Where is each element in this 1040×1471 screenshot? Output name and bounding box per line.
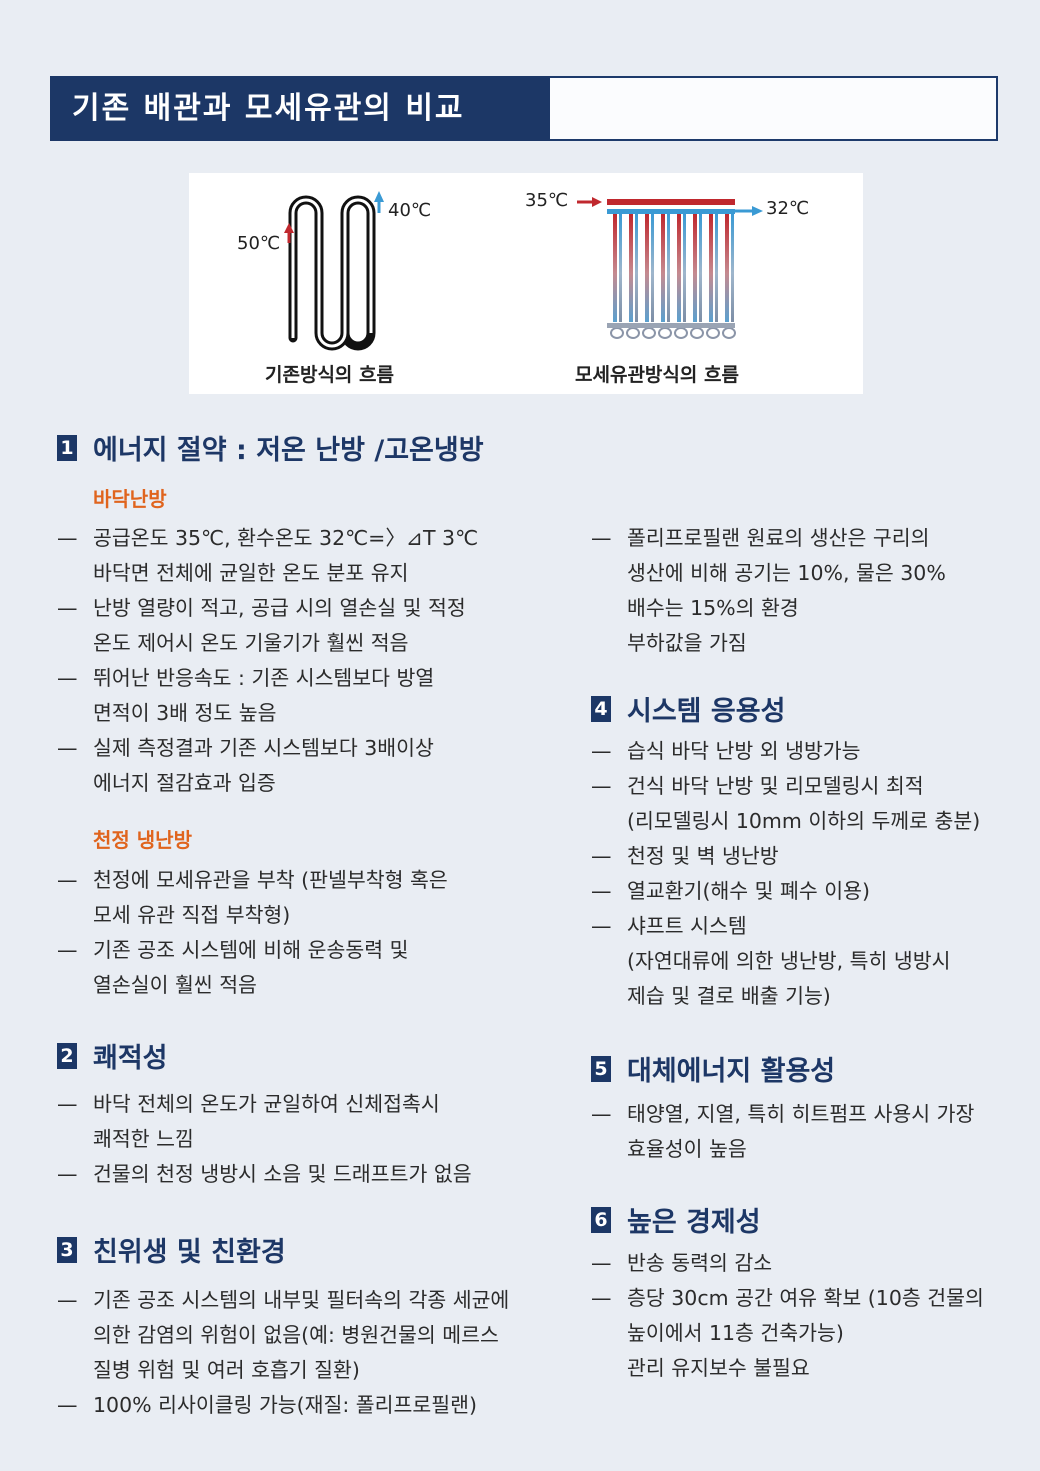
- list-item: — 층당 30cm 공간 여유 확보 (10층 건물의 높이에서 11층 건축가능…: [591, 1286, 984, 1380]
- capillary-loop: [690, 327, 704, 339]
- list-item: — 기존 공조 시스템의 내부및 필터속의 각종 세균에 의한 감염의 위험이 없…: [57, 1288, 510, 1382]
- subsection-ceiling: 천정 냉난방: [93, 828, 192, 852]
- flow-diagram: [284, 191, 763, 351]
- capillary-tube: [629, 214, 633, 322]
- list-item: — 기존 공조 시스템에 비해 운송동력 및 열손실이 훨씬 적음: [57, 938, 409, 997]
- left-inlet-temp: 50℃: [237, 233, 281, 254]
- list-item: — 뛰어난 반응속도 : 기존 시스템보다 방열 면적이 3배 정도 높음: [57, 666, 435, 725]
- section-title: 높은 경제성: [627, 1207, 761, 1238]
- list-item: — 바닥 전체의 온도가 균일하여 신체접촉시 쾌적한 느낌: [57, 1092, 440, 1151]
- ceiling-list: — 천정에 모세유관을 부착 (판넬부착형 혹은 모세 유관 직접 부착형) — 기…: [57, 863, 557, 1003]
- left-caption: 기존방식의 흐름: [265, 364, 394, 386]
- capillary-tube: [683, 214, 686, 322]
- capillary-loop: [722, 327, 736, 339]
- comfort-list: — 바닥 전체의 온도가 균일하여 신체접촉시 쾌적한 느낌 — 건물의 천정 냉방…: [57, 1087, 557, 1192]
- capillary-tube: [613, 214, 617, 322]
- capillary-mat: [607, 199, 736, 339]
- application-list: — 습식 바닥 난방 외 냉방가능 — 건식 바닥 난방 및 리모델링시 최적 (리…: [591, 734, 1011, 1014]
- capillary-tube: [731, 214, 734, 322]
- supply-arrow-icon: [577, 197, 602, 207]
- section-title: 시스템 응용성: [627, 696, 786, 727]
- capillary-loop: [626, 327, 640, 339]
- capillary-tube: [715, 214, 718, 322]
- list-item: — 공급온도 35℃, 환수온도 32℃=〉⊿T 3℃ 바닥면 전체에 균일한 온…: [57, 526, 479, 585]
- capillary-loop: [674, 327, 688, 339]
- list-item: — 태양열, 지열, 특히 히트펌프 사용시 가장 효율성이 높음: [591, 1102, 975, 1161]
- section-number: 3: [57, 1236, 77, 1263]
- section-5-heading: 5 대체에너지 활용성: [591, 1049, 835, 1088]
- section-number: 1: [57, 434, 77, 461]
- list-item: — 천정에 모세유관을 부착 (판넬부착형 혹은 모세 유관 직접 부착형): [57, 868, 448, 927]
- list-item: —100% 리사이클링 가능(재질: 폴리프로필랜): [57, 1393, 477, 1417]
- subsection-floor-heating: 바닥난방: [93, 487, 167, 511]
- inlet-arrow-icon: [284, 223, 294, 243]
- section-title: 친위생 및 친환경: [93, 1237, 286, 1268]
- capillary-tube: [709, 214, 713, 322]
- capillary-tube: [645, 214, 649, 322]
- comparison-figure: 50℃ 40℃ 기존방식의 흐름 35℃ 32℃ 모세유관방식의 흐름: [189, 173, 863, 394]
- capillary-loop: [610, 327, 624, 339]
- hygiene-cont-list: — 폴리프로필랜 원료의 생산은 구리의 생산에 비해 공기는 10%, 물은 3…: [591, 521, 1011, 661]
- conventional-pipe: [288, 195, 376, 351]
- capillary-tube: [651, 214, 654, 322]
- capillary-loop: [642, 327, 656, 339]
- hygiene-list: — 기존 공조 시스템의 내부및 필터속의 각종 세균에 의한 감염의 위험이 없…: [57, 1283, 557, 1423]
- page-title: 기존 배관과 모세유관의 비교: [50, 76, 550, 141]
- capillary-tube: [661, 214, 665, 322]
- section-number: 2: [57, 1042, 77, 1069]
- economy-list: — 반송 동력의 감소 — 층당 30cm 공간 여유 확보 (10층 건물의 높이…: [591, 1246, 1011, 1386]
- floor-heating-list: — 공급온도 35℃, 환수온도 32℃=〉⊿T 3℃ 바닥면 전체에 균일한 온…: [57, 521, 557, 801]
- list-item: — 건물의 천정 냉방시 소음 및 드래프트가 없음: [57, 1162, 472, 1186]
- list-item: — 난방 열량이 적고, 공급 시의 열손실 및 적정 온도 제어시 온도 기울기…: [57, 596, 466, 655]
- right-outlet-temp: 32℃: [766, 198, 810, 219]
- list-item: — 건식 바닥 난방 및 리모델링시 최적 (리모델링시 10mm 이하의 두께로…: [591, 774, 981, 833]
- capillary-tube: [677, 214, 681, 322]
- capillary-tube: [693, 214, 697, 322]
- right-caption: 모세유관방식의 흐름: [575, 364, 739, 386]
- section-number: 5: [591, 1055, 611, 1082]
- capillary-tube: [699, 214, 702, 322]
- capillary-tube: [635, 214, 638, 322]
- capillary-loop: [658, 327, 672, 339]
- alt-energy-list: — 태양열, 지열, 특히 히트펌프 사용시 가장 효율성이 높음: [591, 1097, 1011, 1167]
- section-number: 6: [591, 1206, 611, 1233]
- capillary-loop: [706, 327, 720, 339]
- section-2-heading: 2 쾌적성: [57, 1036, 168, 1075]
- capillary-tube: [725, 214, 729, 322]
- list-item: — 반송 동력의 감소: [591, 1251, 773, 1275]
- section-title: 대체에너지 활용성: [627, 1056, 836, 1087]
- return-arrow-icon: [735, 206, 763, 216]
- section-title: 쾌적성: [93, 1043, 168, 1074]
- section-3-heading: 3 친위생 및 친환경: [57, 1230, 286, 1269]
- outlet-arrow-icon: [374, 191, 384, 213]
- section-title: 에너지 절약 : 저온 난방 /고온냉방: [93, 435, 484, 466]
- list-item: — 실제 측정결과 기존 시스템보다 3배이상 에너지 절감효과 입증: [57, 736, 434, 795]
- title-bar: 기존 배관과 모세유관의 비교: [50, 76, 998, 141]
- left-outlet-temp: 40℃: [388, 200, 432, 221]
- list-item: — 천정 및 벽 냉난방: [591, 844, 779, 868]
- capillary-tube: [619, 214, 622, 322]
- section-4-heading: 4 시스템 응용성: [591, 689, 785, 728]
- list-item: — 습식 바닥 난방 외 냉방가능: [591, 739, 861, 763]
- list-item: — 열교환기(해수 및 폐수 이용): [591, 879, 871, 903]
- section-1-heading: 1 에너지 절약 : 저온 난방 /고온냉방: [57, 428, 484, 467]
- section-6-heading: 6 높은 경제성: [591, 1200, 761, 1239]
- right-inlet-temp: 35℃: [525, 190, 569, 211]
- list-item: — 샤프트 시스템 (자연대류에 의한 냉난방, 특히 냉방시 제습 및 결로 배…: [591, 914, 951, 1008]
- capillary-tube: [667, 214, 670, 322]
- section-number: 4: [591, 695, 611, 722]
- list-item: — 폴리프로필랜 원료의 생산은 구리의 생산에 비해 공기는 10%, 물은 3…: [591, 526, 946, 655]
